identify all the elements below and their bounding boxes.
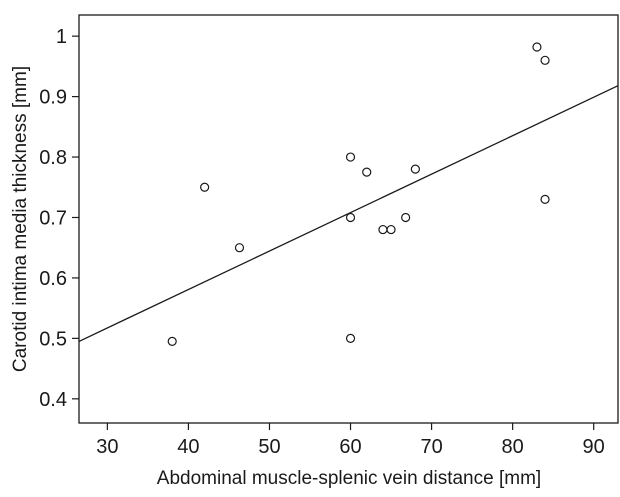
- x-tick-label: 50: [258, 436, 280, 458]
- y-tick-label: 0.8: [39, 147, 67, 169]
- data-point: [401, 212, 411, 223]
- plot-area: [78, 14, 619, 424]
- data-point: [234, 243, 245, 253]
- data-point: [540, 55, 550, 65]
- x-axis-title: Abdominal muscle-splenic vein distance […: [157, 468, 541, 489]
- y-tick-label: 0.6: [39, 268, 67, 290]
- data-point: [410, 164, 420, 174]
- y-axis: 0.4 0.5 0.6 0.7 0.8 0.9 1: [39, 26, 79, 411]
- plot-frame-border: [78, 14, 619, 424]
- y-tick-label: 0.4: [39, 389, 67, 411]
- data-point: [200, 182, 210, 192]
- y-axis-title: Carotid intima media thickness [mm]: [10, 66, 31, 372]
- y-tick-label: 0.7: [39, 207, 67, 229]
- data-point: [532, 42, 542, 52]
- data-point: [378, 224, 388, 235]
- data-point: [540, 194, 550, 204]
- x-tick-label: 80: [502, 436, 524, 458]
- x-tick-label: 90: [583, 436, 605, 458]
- data-points: [167, 42, 550, 346]
- data-point: [345, 333, 356, 343]
- y-tick-label: 0.9: [39, 87, 67, 109]
- data-point: [345, 212, 356, 223]
- data-point: [345, 152, 356, 162]
- y-tick-label: 0.5: [39, 328, 67, 350]
- data-point: [362, 167, 372, 177]
- x-tick-label: 40: [177, 436, 199, 458]
- x-tick-label: 70: [420, 436, 442, 458]
- data-point: [386, 224, 396, 235]
- x-tick-label: 60: [339, 436, 361, 458]
- data-point: [167, 336, 177, 346]
- x-axis: 30 40 50 60 70 80 90: [96, 423, 605, 458]
- x-tick-label: 30: [96, 436, 118, 458]
- y-tick-label: 1: [56, 26, 67, 48]
